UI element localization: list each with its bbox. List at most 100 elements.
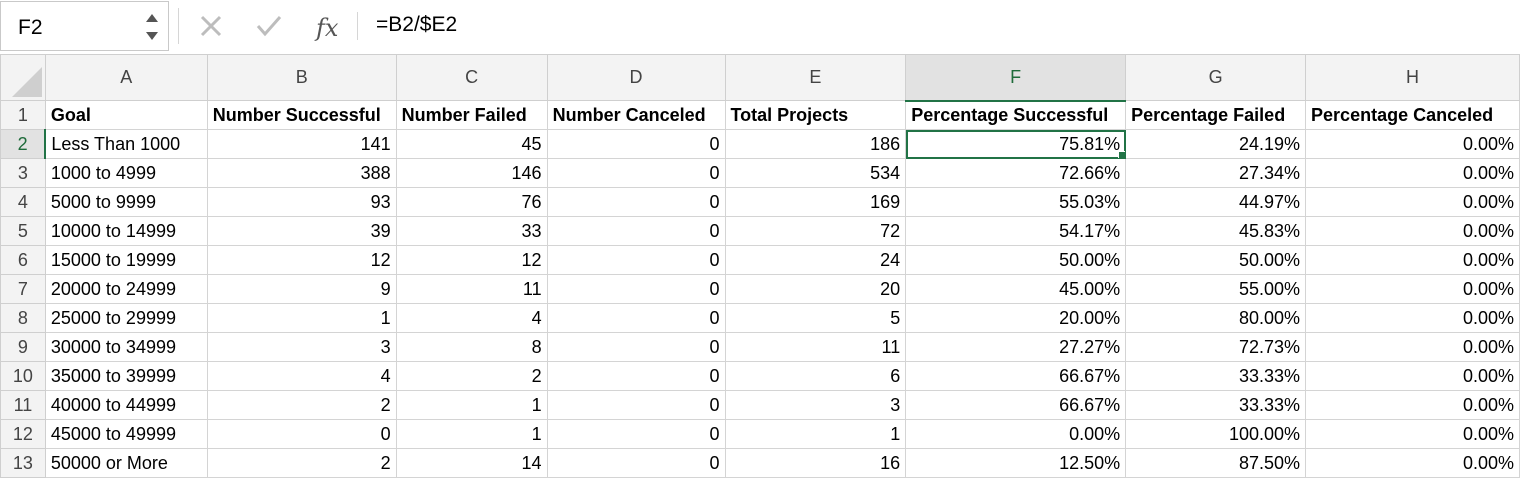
cell-a3[interactable]: 1000 to 4999 bbox=[44, 158, 208, 188]
cell-g2[interactable]: 24.19% bbox=[1125, 129, 1307, 159]
cell-a9[interactable]: 30000 to 34999 bbox=[44, 332, 208, 362]
row-header-7[interactable]: 7 bbox=[0, 274, 46, 304]
cell-h9[interactable]: 0.00% bbox=[1305, 332, 1520, 362]
cell-g4[interactable]: 44.97% bbox=[1125, 187, 1307, 217]
cell-d2[interactable]: 0 bbox=[546, 129, 726, 159]
cell-d5[interactable]: 0 bbox=[546, 216, 726, 246]
row-header-12[interactable]: 12 bbox=[0, 419, 46, 449]
cell-a11[interactable]: 40000 to 44999 bbox=[44, 390, 208, 420]
cell-c8[interactable]: 4 bbox=[395, 303, 548, 333]
cell-c13[interactable]: 14 bbox=[395, 448, 548, 478]
cell-b12[interactable]: 0 bbox=[206, 419, 397, 449]
cell-e2[interactable]: 186 bbox=[724, 129, 907, 159]
cell-d3[interactable]: 0 bbox=[546, 158, 726, 188]
column-header-f[interactable]: F bbox=[905, 54, 1127, 102]
cell-e3[interactable]: 534 bbox=[724, 158, 907, 188]
column-header-a[interactable]: A bbox=[44, 54, 208, 101]
cell-h6[interactable]: 0.00% bbox=[1305, 245, 1520, 275]
cell-c7[interactable]: 11 bbox=[395, 274, 548, 304]
cell-g5[interactable]: 45.83% bbox=[1125, 216, 1307, 246]
column-header-d[interactable]: D bbox=[546, 54, 726, 101]
cell-a1[interactable]: Goal bbox=[44, 100, 208, 130]
row-header-9[interactable]: 9 bbox=[0, 332, 46, 362]
row-header-11[interactable]: 11 bbox=[0, 390, 46, 420]
cell-f8[interactable]: 20.00% bbox=[905, 303, 1127, 333]
cell-b3[interactable]: 388 bbox=[206, 158, 397, 188]
cancel-icon[interactable] bbox=[200, 15, 222, 37]
cell-d7[interactable]: 0 bbox=[546, 274, 726, 304]
cell-h10[interactable]: 0.00% bbox=[1305, 361, 1520, 391]
cell-c12[interactable]: 1 bbox=[395, 419, 548, 449]
name-box[interactable]: F2 bbox=[0, 1, 169, 51]
cell-f3[interactable]: 72.66% bbox=[905, 158, 1127, 188]
cell-a7[interactable]: 20000 to 24999 bbox=[44, 274, 208, 304]
cell-e1[interactable]: Total Projects bbox=[724, 100, 907, 130]
cell-d13[interactable]: 0 bbox=[546, 448, 726, 478]
cell-a13[interactable]: 50000 or More bbox=[44, 448, 208, 478]
row-header-4[interactable]: 4 bbox=[0, 187, 46, 217]
cell-f12[interactable]: 0.00% bbox=[905, 419, 1127, 449]
column-header-g[interactable]: G bbox=[1125, 54, 1307, 101]
cell-e12[interactable]: 1 bbox=[724, 419, 907, 449]
cell-d11[interactable]: 0 bbox=[546, 390, 726, 420]
column-header-c[interactable]: C bbox=[395, 54, 548, 101]
cell-b11[interactable]: 2 bbox=[206, 390, 397, 420]
column-header-h[interactable]: H bbox=[1305, 54, 1520, 101]
cell-f13[interactable]: 12.50% bbox=[905, 448, 1127, 478]
row-header-6[interactable]: 6 bbox=[0, 245, 46, 275]
cell-b13[interactable]: 2 bbox=[206, 448, 397, 478]
cell-f6[interactable]: 50.00% bbox=[905, 245, 1127, 275]
confirm-icon[interactable] bbox=[256, 16, 282, 37]
cell-d1[interactable]: Number Canceled bbox=[546, 100, 726, 130]
cell-e4[interactable]: 169 bbox=[724, 187, 907, 217]
cell-g12[interactable]: 100.00% bbox=[1125, 419, 1307, 449]
row-header-2[interactable]: 2 bbox=[0, 129, 47, 159]
cell-f5[interactable]: 54.17% bbox=[905, 216, 1127, 246]
column-header-e[interactable]: E bbox=[724, 54, 907, 101]
cell-h12[interactable]: 0.00% bbox=[1305, 419, 1520, 449]
cell-g6[interactable]: 50.00% bbox=[1125, 245, 1307, 275]
cell-a2[interactable]: Less Than 1000 bbox=[44, 129, 208, 159]
cell-f4[interactable]: 55.03% bbox=[905, 187, 1127, 217]
cell-d10[interactable]: 0 bbox=[546, 361, 726, 391]
cell-f11[interactable]: 66.67% bbox=[905, 390, 1127, 420]
cell-h7[interactable]: 0.00% bbox=[1305, 274, 1520, 304]
cell-a6[interactable]: 15000 to 19999 bbox=[44, 245, 208, 275]
cell-b10[interactable]: 4 bbox=[206, 361, 397, 391]
cell-d6[interactable]: 0 bbox=[546, 245, 726, 275]
cell-c11[interactable]: 1 bbox=[395, 390, 548, 420]
fill-handle[interactable] bbox=[1118, 151, 1125, 158]
cell-d12[interactable]: 0 bbox=[546, 419, 726, 449]
cell-a8[interactable]: 25000 to 29999 bbox=[44, 303, 208, 333]
cell-g1[interactable]: Percentage Failed bbox=[1125, 100, 1307, 130]
cell-h4[interactable]: 0.00% bbox=[1305, 187, 1520, 217]
cell-e10[interactable]: 6 bbox=[724, 361, 907, 391]
select-all-corner[interactable] bbox=[0, 54, 46, 101]
cell-e7[interactable]: 20 bbox=[724, 274, 907, 304]
cell-d8[interactable]: 0 bbox=[546, 303, 726, 333]
cell-b8[interactable]: 1 bbox=[206, 303, 397, 333]
row-header-3[interactable]: 3 bbox=[0, 158, 46, 188]
cell-e6[interactable]: 24 bbox=[724, 245, 907, 275]
cell-e8[interactable]: 5 bbox=[724, 303, 907, 333]
row-header-10[interactable]: 10 bbox=[0, 361, 46, 391]
cell-e13[interactable]: 16 bbox=[724, 448, 907, 478]
cell-c10[interactable]: 2 bbox=[395, 361, 548, 391]
cell-c2[interactable]: 45 bbox=[395, 129, 548, 159]
cell-h2[interactable]: 0.00% bbox=[1305, 129, 1520, 159]
cell-a10[interactable]: 35000 to 39999 bbox=[44, 361, 208, 391]
column-header-b[interactable]: B bbox=[206, 54, 397, 101]
cell-c4[interactable]: 76 bbox=[395, 187, 548, 217]
cell-b7[interactable]: 9 bbox=[206, 274, 397, 304]
insert-function-icon[interactable]: fx bbox=[314, 14, 339, 42]
formula-input[interactable]: =B2/$E2 bbox=[376, 13, 458, 36]
cell-a5[interactable]: 10000 to 14999 bbox=[44, 216, 208, 246]
cell-g11[interactable]: 33.33% bbox=[1125, 390, 1307, 420]
cell-b9[interactable]: 3 bbox=[206, 332, 397, 362]
cell-a12[interactable]: 45000 to 49999 bbox=[44, 419, 208, 449]
cell-g3[interactable]: 27.34% bbox=[1125, 158, 1307, 188]
cell-f2[interactable]: 75.81% bbox=[905, 129, 1127, 159]
cell-f7[interactable]: 45.00% bbox=[905, 274, 1127, 304]
cell-f9[interactable]: 27.27% bbox=[905, 332, 1127, 362]
cell-c9[interactable]: 8 bbox=[395, 332, 548, 362]
